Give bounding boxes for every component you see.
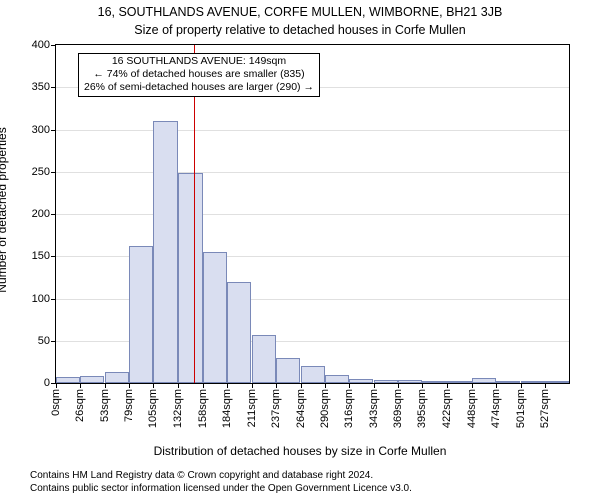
x-tick-mark bbox=[227, 383, 228, 388]
histogram-bar bbox=[472, 378, 496, 383]
histogram-bar bbox=[203, 252, 227, 383]
x-tick-mark bbox=[422, 383, 423, 388]
y-tick-mark bbox=[51, 172, 56, 173]
footer-line-1: Contains HM Land Registry data © Crown c… bbox=[30, 470, 412, 483]
y-tick-label: 200 bbox=[32, 208, 50, 220]
y-tick-label: 300 bbox=[32, 124, 50, 136]
x-tick-mark bbox=[276, 383, 277, 388]
y-tick-mark bbox=[51, 256, 56, 257]
x-tick-mark bbox=[56, 383, 57, 388]
annotation-box: 16 SOUTHLANDS AVENUE: 149sqm ← 74% of de… bbox=[78, 53, 320, 97]
x-tick-label: 132sqm bbox=[172, 389, 184, 428]
x-tick-label: 105sqm bbox=[147, 389, 159, 428]
gridline bbox=[56, 130, 569, 131]
x-tick-mark bbox=[252, 383, 253, 388]
histogram-bar bbox=[301, 366, 325, 383]
x-tick-mark bbox=[398, 383, 399, 388]
y-tick-mark bbox=[51, 45, 56, 46]
x-tick-label: 527sqm bbox=[539, 389, 551, 428]
y-tick-label: 50 bbox=[38, 335, 50, 347]
x-tick-label: 448sqm bbox=[466, 389, 478, 428]
histogram-bar bbox=[521, 381, 545, 383]
annotation-line-2: ← 74% of detached houses are smaller (83… bbox=[84, 68, 314, 81]
histogram-bar bbox=[422, 381, 446, 383]
histogram-bar bbox=[374, 380, 398, 383]
x-tick-mark bbox=[545, 383, 546, 388]
histogram-bar bbox=[105, 372, 129, 383]
histogram-bar bbox=[227, 282, 251, 383]
x-tick-mark bbox=[496, 383, 497, 388]
histogram-bar bbox=[80, 376, 104, 383]
y-tick-label: 100 bbox=[32, 293, 50, 305]
x-tick-mark bbox=[203, 383, 204, 388]
x-tick-label: 395sqm bbox=[416, 389, 428, 428]
histogram-bar bbox=[129, 246, 153, 383]
y-tick-mark bbox=[51, 87, 56, 88]
x-tick-label: 369sqm bbox=[392, 389, 404, 428]
y-tick-mark bbox=[51, 341, 56, 342]
x-tick-mark bbox=[105, 383, 106, 388]
histogram-bar bbox=[276, 358, 300, 383]
x-tick-mark bbox=[472, 383, 473, 388]
plot-area: 0501001502002503003504000sqm26sqm53sqm79… bbox=[55, 44, 570, 384]
x-tick-mark bbox=[129, 383, 130, 388]
x-tick-label: 316sqm bbox=[343, 389, 355, 428]
chart-title: Size of property relative to detached ho… bbox=[0, 23, 600, 37]
x-tick-mark bbox=[349, 383, 350, 388]
annotation-line-3: 26% of semi-detached houses are larger (… bbox=[84, 81, 314, 94]
histogram-bar bbox=[325, 375, 349, 383]
y-tick-label: 350 bbox=[32, 81, 50, 93]
histogram-bar bbox=[252, 335, 276, 383]
histogram-bar bbox=[545, 381, 569, 383]
x-tick-label: 53sqm bbox=[99, 389, 111, 422]
x-tick-label: 501sqm bbox=[515, 389, 527, 428]
x-tick-label: 79sqm bbox=[123, 389, 135, 422]
x-tick-mark bbox=[178, 383, 179, 388]
histogram-bar bbox=[349, 379, 373, 383]
x-tick-mark bbox=[301, 383, 302, 388]
y-tick-label: 400 bbox=[32, 39, 50, 51]
y-tick-mark bbox=[51, 214, 56, 215]
histogram-bar bbox=[447, 381, 471, 383]
histogram-bar bbox=[398, 380, 422, 383]
x-tick-label: 474sqm bbox=[490, 389, 502, 428]
y-tick-label: 150 bbox=[32, 250, 50, 262]
x-tick-label: 343sqm bbox=[368, 389, 380, 428]
x-tick-label: 0sqm bbox=[50, 389, 62, 416]
x-tick-label: 184sqm bbox=[221, 389, 233, 428]
x-tick-mark bbox=[325, 383, 326, 388]
x-tick-label: 290sqm bbox=[319, 389, 331, 428]
x-tick-label: 422sqm bbox=[441, 389, 453, 428]
gridline bbox=[56, 172, 569, 173]
x-axis-label: Distribution of detached houses by size … bbox=[0, 444, 600, 458]
gridline bbox=[56, 214, 569, 215]
x-tick-label: 264sqm bbox=[295, 389, 307, 428]
x-tick-mark bbox=[447, 383, 448, 388]
y-tick-label: 250 bbox=[32, 166, 50, 178]
x-tick-mark bbox=[153, 383, 154, 388]
footer-attribution: Contains HM Land Registry data © Crown c… bbox=[30, 470, 412, 495]
x-tick-label: 211sqm bbox=[246, 389, 258, 427]
annotation-line-1: 16 SOUTHLANDS AVENUE: 149sqm bbox=[84, 55, 314, 68]
x-tick-mark bbox=[521, 383, 522, 388]
y-tick-mark bbox=[51, 130, 56, 131]
y-tick-mark bbox=[51, 299, 56, 300]
x-tick-label: 237sqm bbox=[270, 389, 282, 428]
x-tick-mark bbox=[80, 383, 81, 388]
histogram-bar bbox=[56, 377, 80, 383]
histogram-bar bbox=[496, 381, 520, 383]
x-tick-label: 158sqm bbox=[197, 389, 209, 428]
chart-container: 16, SOUTHLANDS AVENUE, CORFE MULLEN, WIM… bbox=[0, 0, 600, 500]
histogram-bar bbox=[153, 121, 177, 383]
address-title: 16, SOUTHLANDS AVENUE, CORFE MULLEN, WIM… bbox=[0, 5, 600, 19]
footer-line-2: Contains public sector information licen… bbox=[30, 483, 412, 496]
histogram-bar bbox=[178, 173, 202, 383]
x-tick-label: 26sqm bbox=[74, 389, 86, 422]
x-tick-mark bbox=[374, 383, 375, 388]
y-tick-label: 0 bbox=[44, 377, 50, 389]
